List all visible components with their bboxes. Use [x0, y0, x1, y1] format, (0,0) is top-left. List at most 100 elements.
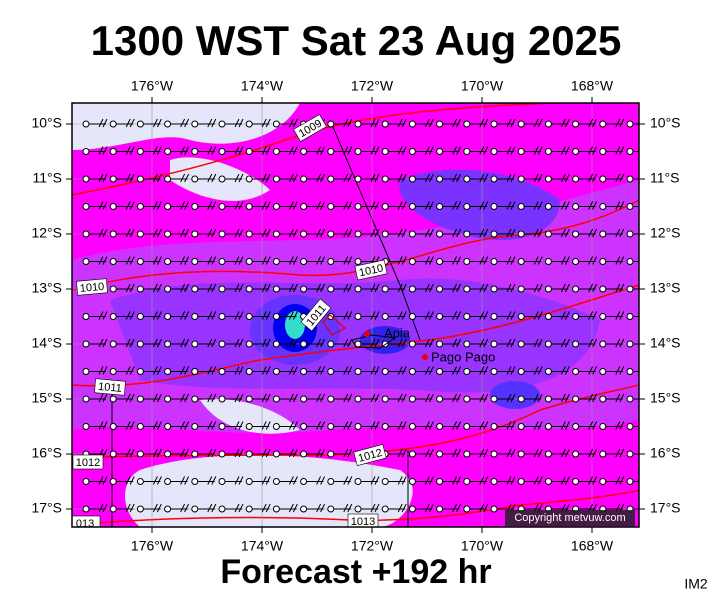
barb-station	[272, 175, 280, 183]
barb-station	[327, 285, 335, 293]
barb-station	[164, 340, 172, 348]
barb-station	[463, 120, 471, 128]
barb-station	[164, 395, 172, 403]
barb-station	[463, 450, 471, 458]
barb-station	[136, 258, 144, 265]
barb-station	[300, 395, 308, 403]
barb-station	[599, 285, 607, 293]
place-label: Pago Pago	[431, 349, 495, 364]
barb-station	[327, 368, 335, 375]
barb-station	[381, 175, 389, 183]
lat-label: 10°S	[31, 115, 62, 131]
barb-station	[218, 450, 226, 458]
lon-label: 176°W	[131, 78, 174, 94]
barb-station	[408, 368, 416, 375]
barb-station	[327, 340, 335, 348]
isobar-label-box	[76, 278, 108, 296]
barb-station	[164, 285, 172, 293]
isobar-label-box	[72, 454, 104, 470]
barb-station	[408, 505, 416, 513]
barb-station	[626, 230, 634, 238]
barb-station	[245, 285, 253, 293]
barb-station	[599, 258, 607, 265]
barb-station	[191, 368, 199, 375]
barb-station	[381, 313, 389, 320]
barb-station	[599, 230, 607, 238]
isobar-label-box	[300, 298, 332, 332]
barb-station	[327, 120, 335, 128]
barb-station	[327, 505, 335, 513]
lat-label: 14°S	[31, 335, 62, 351]
barb-station	[354, 368, 362, 375]
barb-station	[490, 368, 498, 375]
barb-station	[544, 120, 552, 128]
barb-station	[109, 313, 117, 320]
barb	[195, 532, 216, 540]
barb-station	[408, 148, 416, 155]
barb	[630, 532, 651, 540]
barb-station	[300, 203, 308, 210]
barb-station	[463, 505, 471, 513]
barb-station	[136, 340, 144, 348]
barb-station	[218, 340, 226, 348]
barb-station	[517, 148, 525, 155]
barb-station	[490, 313, 498, 320]
barb-station	[463, 258, 471, 265]
isobar-label-text: 1011	[98, 381, 123, 395]
barb-station	[164, 505, 172, 513]
isobar-label: 1010	[76, 278, 108, 296]
barb-station	[436, 423, 444, 430]
barb-station	[301, 534, 307, 540]
barb-station	[463, 313, 471, 320]
barb-station	[599, 450, 607, 458]
barb-station	[572, 450, 580, 458]
barb-station	[626, 450, 634, 458]
barb-station	[490, 395, 498, 403]
barb-station	[164, 230, 172, 238]
barb-station	[245, 258, 253, 265]
barb-station	[245, 148, 253, 155]
barb-station	[626, 285, 634, 293]
barb-station	[136, 395, 144, 403]
lon-label: 168°W	[571, 78, 614, 94]
lon-label: 168°W	[571, 538, 614, 554]
barb	[86, 532, 107, 540]
barb-station	[136, 203, 144, 210]
barb-station	[109, 340, 117, 348]
barb-station	[436, 175, 444, 183]
barb-station	[272, 285, 280, 293]
barb-station	[544, 148, 552, 155]
barb-station	[436, 368, 444, 375]
barb-station	[626, 175, 634, 183]
barb-station	[463, 340, 471, 348]
barb-station	[626, 423, 634, 430]
lat-label: 13°S	[31, 280, 62, 296]
barb-station	[245, 340, 253, 348]
barb-station	[626, 340, 634, 348]
lon-label: 174°W	[241, 78, 284, 94]
barb-station	[544, 258, 552, 265]
barb-station	[354, 395, 362, 403]
isobar-label-box	[353, 443, 387, 467]
axes: 176°W 176°W 174°W 174°W 172°W 172°W 170°W 170°W…	[31, 78, 680, 554]
barb-station	[599, 395, 607, 403]
barb-station	[408, 230, 416, 238]
barb-station	[490, 120, 498, 128]
barb-station	[436, 450, 444, 458]
barb-station	[626, 478, 634, 485]
field-band	[110, 278, 600, 393]
barb-station	[626, 258, 634, 265]
barb-station	[272, 120, 280, 128]
barb-station	[626, 203, 634, 210]
lat-label: 13°S	[650, 280, 681, 296]
barb-station	[490, 148, 498, 155]
barb-station	[627, 534, 633, 540]
barb-station	[272, 258, 280, 265]
barb-station	[272, 340, 280, 348]
barb-station	[272, 478, 280, 485]
barb-station	[544, 313, 552, 320]
lon-label: 172°W	[351, 538, 394, 554]
barb-station	[164, 450, 172, 458]
barb	[521, 532, 542, 540]
